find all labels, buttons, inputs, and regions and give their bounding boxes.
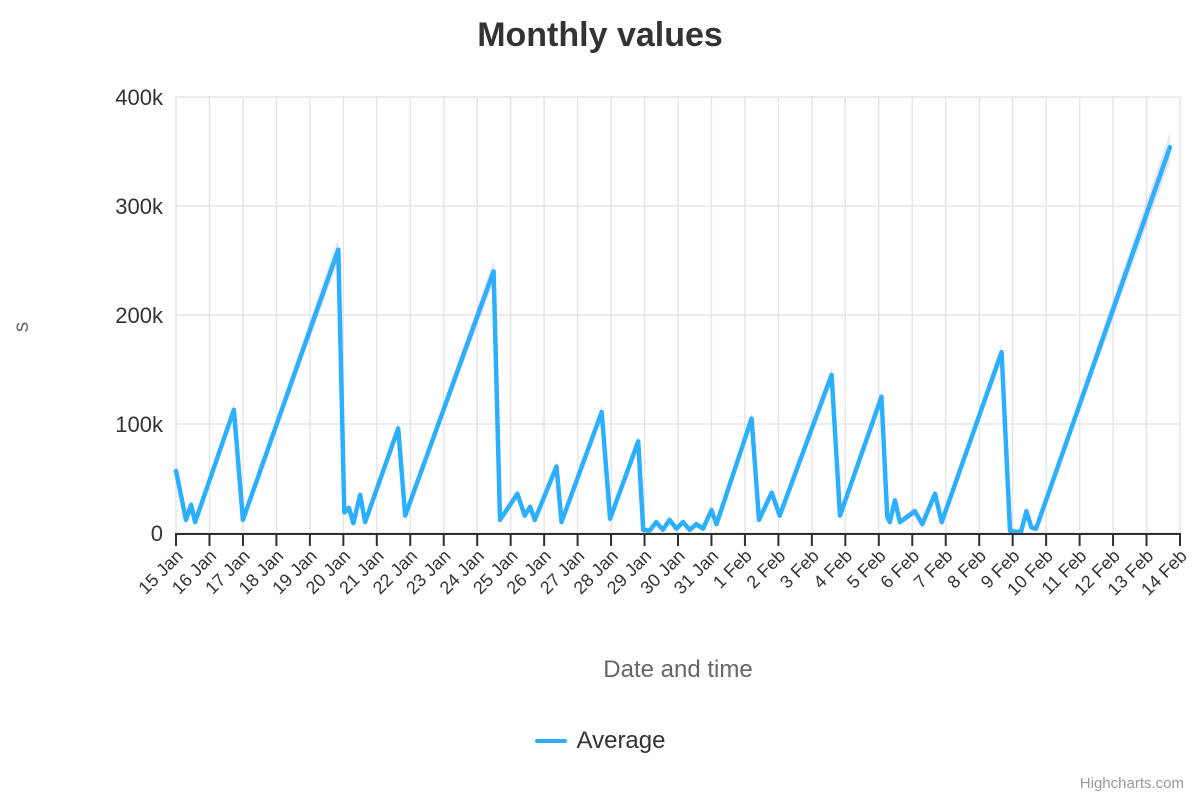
legend-line-symbol <box>534 739 567 743</box>
y-axis-tick-label: 200k <box>115 303 164 328</box>
x-axis-title: Date and time <box>603 656 753 683</box>
y-axis-tick-label: 100k <box>115 412 164 437</box>
y-axis-tick-label: 400k <box>115 85 164 110</box>
credits-link[interactable]: Highcharts.com <box>1079 775 1184 792</box>
legend-label: Average <box>576 727 666 754</box>
y-axis-tick-label: 0 <box>151 521 163 546</box>
series-line-average[interactable] <box>173 144 1173 535</box>
y-axis-title: s <box>10 321 33 333</box>
chart-title: Monthly values <box>477 16 723 54</box>
range-band <box>176 132 1170 534</box>
y-axis-tick-label: 300k <box>115 194 164 219</box>
legend-item-average[interactable]: Average <box>0 727 1200 755</box>
